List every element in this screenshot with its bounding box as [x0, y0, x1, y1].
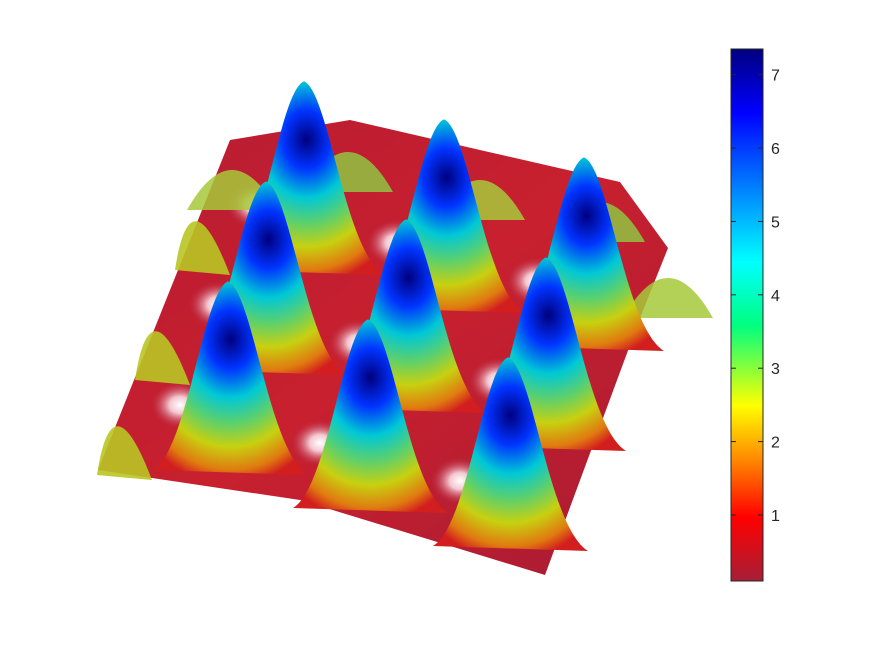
- surface-peak: [153, 281, 308, 475]
- surface-left-ridge: [135, 331, 190, 385]
- colorbar-tick-label: 5: [771, 214, 780, 231]
- surface-peaks: [153, 81, 664, 551]
- colorbar: 1 2 3 4 5 6 7: [730, 48, 780, 582]
- surface-left-ridge: [97, 426, 152, 480]
- colorbar-gradient: [730, 48, 764, 582]
- surface-peak: [433, 357, 588, 551]
- colorbar-tick-label: 1: [771, 508, 780, 525]
- surface-mesh: [97, 81, 713, 575]
- surface-back-ridge: [623, 278, 713, 318]
- colorbar-tick-label: 3: [771, 361, 780, 378]
- surface-peak: [293, 319, 448, 513]
- colorbar-tick-label: 2: [771, 435, 780, 452]
- colorbar-ticks: 1 2 3 4 5 6 7: [731, 68, 780, 525]
- surface-left-ridge: [175, 221, 230, 275]
- colorbar-tick-label: 7: [771, 68, 780, 85]
- colorbar-tick-label: 6: [771, 141, 780, 158]
- colorbar-tick-label: 4: [771, 288, 780, 305]
